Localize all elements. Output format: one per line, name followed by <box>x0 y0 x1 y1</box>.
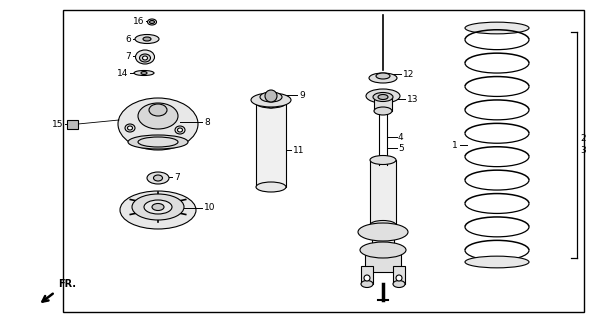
Ellipse shape <box>144 200 172 214</box>
Text: 11: 11 <box>293 146 304 155</box>
Bar <box>256 102 286 187</box>
Bar <box>361 266 373 284</box>
Text: 16: 16 <box>132 17 144 26</box>
Ellipse shape <box>152 204 164 211</box>
Ellipse shape <box>128 126 132 130</box>
Bar <box>372 232 394 248</box>
Ellipse shape <box>370 156 396 164</box>
Ellipse shape <box>393 281 405 287</box>
Bar <box>67 120 78 129</box>
Text: 9: 9 <box>299 91 305 100</box>
Ellipse shape <box>374 107 392 115</box>
Ellipse shape <box>147 172 169 184</box>
Ellipse shape <box>378 94 388 100</box>
Bar <box>393 266 405 284</box>
Text: 6: 6 <box>125 35 131 44</box>
Bar <box>370 160 396 225</box>
Bar <box>63 10 584 312</box>
Ellipse shape <box>154 175 163 181</box>
Ellipse shape <box>260 92 282 102</box>
Ellipse shape <box>373 92 393 101</box>
Ellipse shape <box>150 20 154 23</box>
Text: 8: 8 <box>204 117 210 126</box>
Ellipse shape <box>141 71 147 75</box>
Ellipse shape <box>138 137 178 147</box>
Ellipse shape <box>465 256 529 268</box>
Text: 14: 14 <box>116 68 128 77</box>
Ellipse shape <box>370 220 396 229</box>
Text: FR.: FR. <box>58 279 76 289</box>
Ellipse shape <box>177 128 183 132</box>
Ellipse shape <box>149 104 167 116</box>
Text: 3: 3 <box>580 146 586 155</box>
Text: 7: 7 <box>125 52 131 60</box>
Circle shape <box>266 98 276 108</box>
Circle shape <box>396 275 402 281</box>
Ellipse shape <box>135 35 159 44</box>
Ellipse shape <box>139 54 151 62</box>
Ellipse shape <box>120 191 196 229</box>
Text: 1: 1 <box>452 140 458 149</box>
Text: 5: 5 <box>398 143 404 153</box>
Text: 12: 12 <box>403 69 414 78</box>
Ellipse shape <box>128 135 188 149</box>
Text: 2: 2 <box>580 133 586 142</box>
Ellipse shape <box>256 182 286 192</box>
Ellipse shape <box>369 73 397 83</box>
Ellipse shape <box>135 50 154 64</box>
Ellipse shape <box>251 93 291 107</box>
Circle shape <box>265 90 277 102</box>
Ellipse shape <box>256 98 286 108</box>
Ellipse shape <box>134 70 154 76</box>
Bar <box>365 248 401 272</box>
Ellipse shape <box>361 281 373 287</box>
Ellipse shape <box>142 56 148 60</box>
Text: 13: 13 <box>407 94 418 103</box>
Ellipse shape <box>138 103 178 129</box>
Ellipse shape <box>366 89 400 103</box>
Ellipse shape <box>175 126 185 134</box>
Ellipse shape <box>125 124 135 132</box>
Ellipse shape <box>143 37 151 41</box>
Ellipse shape <box>376 73 390 79</box>
Bar <box>374 97 392 111</box>
Ellipse shape <box>118 98 198 150</box>
Text: 4: 4 <box>398 132 404 141</box>
Text: 10: 10 <box>204 204 216 212</box>
Text: 15: 15 <box>51 119 63 129</box>
Circle shape <box>364 275 370 281</box>
Ellipse shape <box>358 223 408 241</box>
Ellipse shape <box>360 242 406 258</box>
Text: 7: 7 <box>174 172 180 181</box>
Ellipse shape <box>148 19 157 25</box>
Ellipse shape <box>132 194 184 220</box>
Ellipse shape <box>465 22 529 34</box>
